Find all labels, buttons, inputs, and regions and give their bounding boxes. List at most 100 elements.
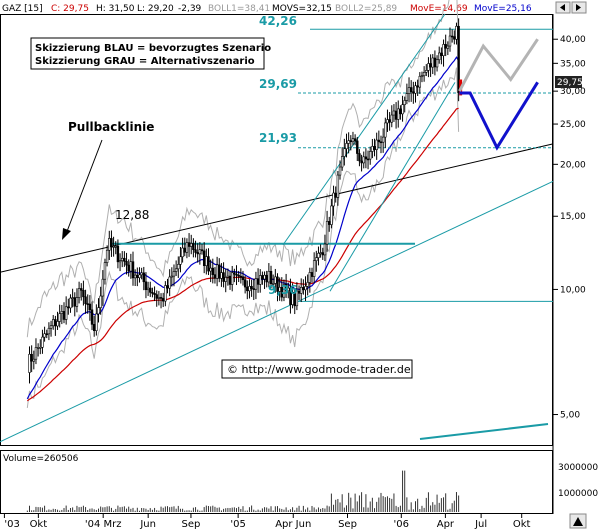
candle-body <box>90 309 94 325</box>
candle-body <box>265 274 268 283</box>
candle-body <box>149 287 152 293</box>
candle-body <box>295 290 299 307</box>
candle-body <box>138 274 141 279</box>
candle-body <box>62 311 66 320</box>
candle-body <box>228 275 232 285</box>
last-price-tag: 29,75 <box>555 76 583 88</box>
candle-body <box>177 264 180 270</box>
candle-body <box>440 52 443 56</box>
candle-body <box>338 166 342 176</box>
candle-body <box>418 75 422 88</box>
candle-body <box>252 288 255 290</box>
candle-body <box>64 306 68 320</box>
candle-body <box>241 276 245 281</box>
candle-body <box>101 278 105 297</box>
candle-body <box>246 286 249 292</box>
volume-tick-high: 3000000 <box>558 463 598 473</box>
x-tick-label: Apr Jun <box>275 519 311 530</box>
y-tick-label: 25,00 <box>560 120 586 130</box>
candle-body <box>213 274 217 279</box>
candle-body <box>80 288 83 291</box>
header-ticker: GAZ [15] <box>2 4 43 14</box>
candle-body <box>319 252 322 254</box>
peak-label: 42,26 <box>259 14 297 28</box>
candle-body <box>256 278 260 285</box>
candle-body <box>330 205 333 225</box>
candle-body <box>323 243 327 256</box>
candle-body <box>353 138 357 142</box>
candle-body <box>397 108 400 120</box>
x-tick-label: Sep <box>182 519 201 530</box>
candle-body <box>312 260 316 277</box>
x-tick-label: '05 <box>230 519 245 530</box>
candle-body <box>304 286 307 291</box>
candle-body <box>453 36 456 40</box>
candle-body <box>457 25 460 93</box>
candle-body <box>34 347 38 360</box>
candle-body <box>332 192 335 207</box>
candle-body <box>340 156 344 168</box>
candle-body <box>375 139 378 150</box>
svg-text:29,75: 29,75 <box>557 78 583 88</box>
candle-body <box>280 287 284 298</box>
candle-body <box>390 114 393 123</box>
candle-body <box>394 110 398 120</box>
candle-body <box>185 242 189 253</box>
candle-body <box>71 297 74 299</box>
candle-body <box>67 306 70 309</box>
candle-body <box>231 272 234 285</box>
candle-body <box>54 319 57 327</box>
candle-body <box>60 311 64 314</box>
candle-body <box>168 276 171 289</box>
candle-body <box>435 59 439 68</box>
candle-body <box>207 256 210 272</box>
watermark: © http://www.godmode-trader.de <box>221 359 413 379</box>
scroll-right-icon[interactable] <box>571 1 587 14</box>
pullback-label: Pullbacklinie <box>68 120 154 134</box>
low-label: 9,36 <box>268 283 298 297</box>
candle-body <box>88 303 92 311</box>
candle-body <box>58 313 61 322</box>
candle-body <box>347 140 350 144</box>
x-tick-label: Okt <box>30 519 48 530</box>
y-tick-label: 40,00 <box>560 35 586 45</box>
candle-body <box>77 288 81 298</box>
candle-body <box>92 324 96 332</box>
candle-body <box>433 57 437 68</box>
candle-body <box>82 290 85 298</box>
volume-label: Volume=260506 <box>3 454 79 464</box>
candle-body <box>381 136 385 143</box>
candle-body <box>110 238 113 248</box>
channel-upper-line <box>282 13 446 246</box>
long-term-uptrend-line <box>0 180 554 443</box>
header-move-blue: MovE=25,16 <box>474 4 532 14</box>
candle-body <box>248 286 251 292</box>
candle-body <box>127 264 130 272</box>
header-boll2: BOLL2=25,89 <box>335 4 397 14</box>
candle-body <box>146 287 150 291</box>
candle-body <box>450 35 454 38</box>
resize-handle-icon[interactable] <box>569 513 587 529</box>
candle-body <box>159 297 163 299</box>
candle-body <box>183 247 186 253</box>
scenario-legend: Skizzierung BLAU = bevorzugtes Szenario … <box>30 37 271 70</box>
pullback-trend-line <box>0 143 554 273</box>
candle-body <box>45 333 48 336</box>
candle-body <box>243 279 247 288</box>
candle-body <box>49 325 53 329</box>
candle-body <box>99 295 102 308</box>
candle-body <box>278 287 281 292</box>
candle-body <box>170 275 174 278</box>
candle-body <box>371 146 374 152</box>
trend-lines <box>0 13 554 443</box>
candle-body <box>325 221 329 245</box>
candle-body <box>425 70 428 73</box>
candle-body <box>422 71 426 77</box>
scroll-left-icon[interactable] <box>555 1 571 14</box>
candle-body <box>190 243 193 247</box>
candle-body <box>125 261 128 266</box>
candle-body <box>114 245 117 248</box>
y-tick-label: 35,00 <box>560 59 586 69</box>
candle-body <box>414 85 417 94</box>
candle-body <box>369 151 372 160</box>
